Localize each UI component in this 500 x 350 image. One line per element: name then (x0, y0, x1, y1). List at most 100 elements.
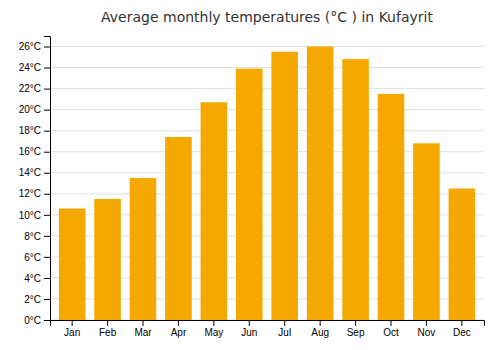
bar (201, 102, 228, 320)
tick-label: 2°C (24, 294, 41, 305)
tick: Apr (171, 320, 187, 338)
tick-label: Nov (418, 327, 436, 338)
tick-mark (249, 320, 250, 326)
tick: Jun (241, 320, 257, 338)
tick-label: Jan (64, 327, 80, 338)
tick-label: 6°C (24, 252, 41, 263)
title: Average monthly temperatures (°C ) in Ku… (101, 9, 433, 25)
tick-mark (320, 320, 321, 326)
tick-label: Dec (453, 327, 471, 338)
tick-label: 12°C (19, 188, 41, 199)
bar (165, 137, 192, 320)
tick-mark (44, 278, 50, 279)
grid-line (50, 130, 484, 131)
tick-mark (44, 257, 50, 258)
tick: 24°C (19, 62, 50, 73)
tick-label: 22°C (19, 83, 41, 94)
tick-mark (355, 320, 356, 326)
tick: Dec (453, 320, 471, 338)
tick-label: Sep (347, 327, 365, 338)
tick-mark (178, 320, 179, 326)
tick: 6°C (24, 252, 50, 263)
tick: Jan (64, 320, 80, 338)
tick: 8°C (24, 231, 50, 242)
tick-label: 14°C (19, 167, 41, 178)
tick-mark (391, 320, 392, 326)
tick: Nov (418, 320, 436, 338)
tick: Aug (311, 320, 329, 338)
bar (271, 52, 298, 320)
tick: 0°C (24, 315, 50, 326)
bar (307, 47, 334, 320)
tick-mark (44, 68, 50, 69)
tick: Sep (347, 320, 365, 338)
tick-mark (44, 320, 50, 321)
grid-line (50, 109, 484, 110)
bar (236, 69, 263, 320)
tick-mark (44, 89, 50, 90)
tick-label: 16°C (19, 146, 41, 157)
tick-mark (461, 320, 462, 326)
bar (342, 59, 369, 320)
tick: 4°C (24, 273, 50, 284)
bar (413, 143, 440, 320)
bar (378, 94, 405, 320)
tick: 18°C (19, 125, 50, 136)
grid (50, 47, 484, 320)
grid-line (50, 67, 484, 68)
tick-label: Jun (241, 327, 257, 338)
tick-label: 24°C (19, 62, 41, 73)
tick-label: Jul (278, 327, 291, 338)
tick-label: 0°C (24, 315, 41, 326)
tick: 20°C (19, 104, 50, 115)
tick-label: May (204, 327, 223, 338)
tick-mark (44, 152, 50, 153)
tick-label: Mar (134, 327, 152, 338)
tick-mark (44, 299, 50, 300)
tick-mark (72, 320, 73, 326)
tick-label: 20°C (19, 104, 41, 115)
tick: Oct (383, 320, 399, 338)
tick-mark (107, 320, 108, 326)
tick-label: 4°C (24, 273, 41, 284)
tick-mark (44, 194, 50, 195)
tick: Mar (134, 320, 152, 338)
tick-mark (213, 320, 214, 326)
tick: 26°C (19, 41, 50, 52)
axis-line (44, 37, 51, 321)
tick-label: Feb (99, 327, 117, 338)
tick-mark (44, 173, 50, 174)
tick-mark (44, 131, 50, 132)
grid-line (50, 46, 484, 47)
tick: 10°C (19, 210, 50, 221)
tick-label: 10°C (19, 210, 41, 221)
bars (59, 47, 475, 320)
tick: Jul (278, 320, 291, 338)
tick: Feb (99, 320, 117, 338)
chart: 0°C 2°C 4°C 6°C 8°C 10°C 12°C 14°C 16°C 18°C 20°C 2… (0, 0, 500, 350)
tick-label: 18°C (19, 125, 41, 136)
bar (130, 178, 157, 320)
bar (59, 209, 86, 320)
tick-mark (426, 320, 427, 326)
bar (94, 199, 121, 320)
tick-mark (44, 47, 50, 48)
tick-mark (44, 236, 50, 237)
plot: 0°C 2°C 4°C 6°C 8°C 10°C 12°C 14°C 16°C 18°C 20°C 2… (19, 37, 485, 339)
tick-mark (284, 320, 285, 326)
tick-mark (44, 215, 50, 216)
axis-line (51, 321, 485, 327)
tick: 22°C (19, 83, 50, 94)
bar (449, 189, 476, 320)
tick-mark (44, 110, 50, 111)
tick-label: 8°C (24, 231, 41, 242)
tick: 2°C (24, 294, 50, 305)
tick-label: 26°C (19, 41, 41, 52)
tick-mark (143, 320, 144, 326)
tick: 12°C (19, 188, 50, 199)
y-axis: 0°C 2°C 4°C 6°C 8°C 10°C 12°C 14°C 16°C 18°C 20°C 2… (19, 37, 51, 326)
tick: May (204, 320, 223, 338)
tick-label: Aug (311, 327, 329, 338)
tick-label: Apr (171, 327, 187, 338)
tick: 16°C (19, 146, 50, 157)
